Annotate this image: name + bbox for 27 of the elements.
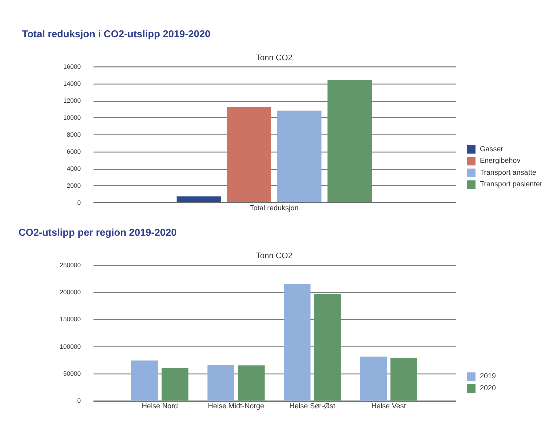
x-tick-label: Helse Nord — [142, 402, 178, 411]
bar — [314, 294, 342, 401]
legend-label: 2019 — [480, 372, 496, 381]
x-tick-label: Helse Midt-Norge — [208, 402, 264, 411]
x-tick-label: Helse Vest — [372, 402, 406, 411]
legend-label: 2020 — [480, 384, 496, 393]
bar — [227, 107, 272, 203]
legend-label: Transport ansatte — [480, 168, 537, 177]
bar — [238, 366, 265, 401]
bar — [162, 368, 189, 401]
chart-title: CO2-utslipp per region 2019-2020 — [18, 228, 178, 240]
legend-label: Transport pasienter — [480, 180, 544, 189]
bar — [360, 356, 388, 401]
x-tick-label: Helse Sør-Øst — [290, 402, 336, 411]
bar — [284, 284, 311, 401]
legend-label: Energibehov — [480, 156, 522, 166]
bar — [328, 80, 372, 203]
bar — [131, 360, 158, 401]
bar — [208, 365, 234, 401]
bar — [277, 110, 322, 203]
chart-subtitle: Tonn CO2 — [256, 252, 294, 261]
x-tick-label: Total reduksjon — [250, 203, 299, 212]
bar — [390, 358, 418, 401]
bar — [176, 196, 222, 203]
chart-title: Total reduksjon i CO2-utslipp 2019-2020 — [22, 30, 212, 41]
chart-subtitle: Tonn CO2 — [256, 53, 294, 62]
legend-label: Gasser — [480, 144, 504, 154]
